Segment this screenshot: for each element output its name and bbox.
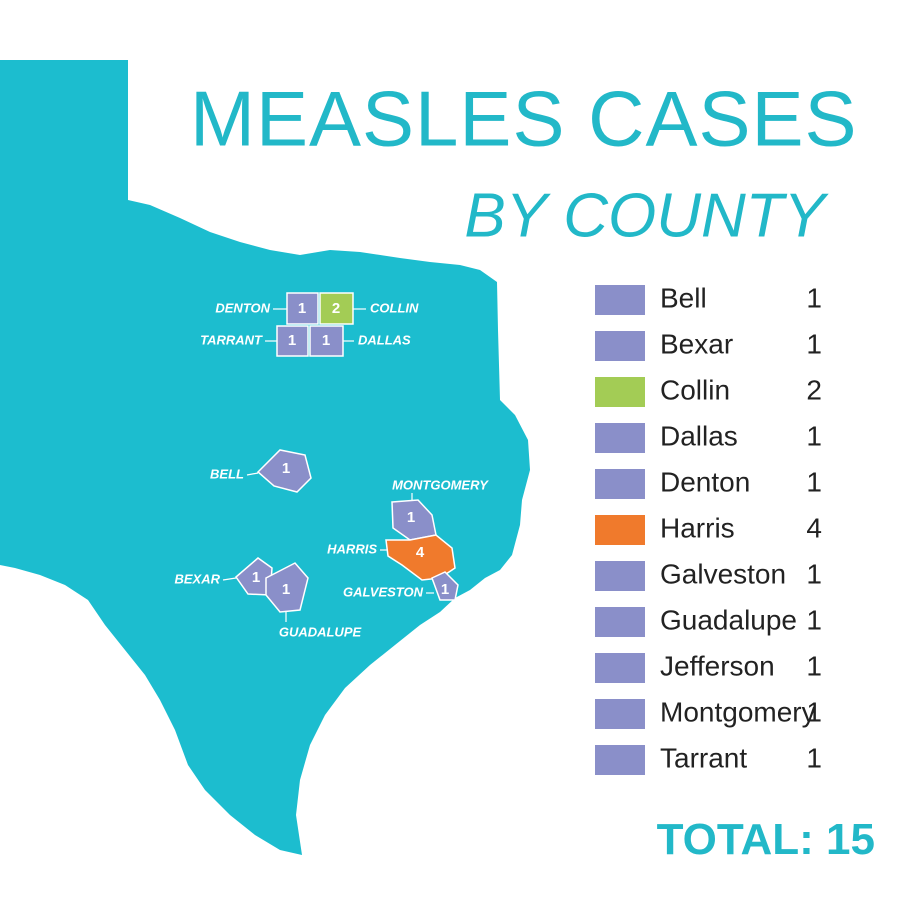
county-label: HARRIS — [327, 541, 377, 556]
legend-name: Bexar — [660, 328, 733, 359]
county-count: 1 — [282, 581, 290, 598]
county-label: BELL — [210, 466, 244, 481]
county-label: BEXAR — [174, 571, 220, 586]
legend-count: 1 — [806, 420, 822, 451]
county-label: TARRANT — [200, 332, 263, 347]
legend-swatch — [595, 561, 645, 591]
county-shape — [385, 534, 456, 581]
legend-name: Jefferson — [660, 650, 775, 681]
county-label: DALLAS — [358, 332, 411, 347]
county-count: 1 — [298, 300, 306, 317]
legend-count: 1 — [806, 282, 822, 313]
legend-count: 1 — [806, 466, 822, 497]
legend-name: Denton — [660, 466, 750, 497]
legend-swatch — [595, 423, 645, 453]
legend-swatch — [595, 285, 645, 315]
county-shape — [431, 571, 459, 601]
legend-swatch — [595, 469, 645, 499]
county-shape — [319, 292, 354, 325]
legend-swatch — [595, 745, 645, 775]
county-label: GALVESTON — [343, 584, 424, 599]
legend-count: 1 — [806, 604, 822, 635]
county-label: GUADALUPE — [279, 624, 362, 639]
subtitle: BY COUNTY — [464, 181, 829, 250]
legend-name: Bell — [660, 282, 707, 313]
title: MEASLES CASES — [190, 75, 858, 163]
total-value: 15 — [826, 815, 875, 864]
legend-count: 4 — [806, 512, 822, 543]
legend-name: Tarrant — [660, 742, 747, 773]
legend-count: 1 — [806, 742, 822, 773]
county-shape — [309, 325, 344, 357]
county-shape — [286, 292, 319, 325]
county-shape — [256, 449, 312, 493]
county-count: 4 — [416, 544, 425, 561]
legend-swatch — [595, 515, 645, 545]
total: TOTAL: 15 — [657, 815, 875, 864]
legend-count: 1 — [806, 696, 822, 727]
legend-swatch — [595, 607, 645, 637]
legend-name: Collin — [660, 374, 730, 405]
legend-count: 1 — [806, 650, 822, 681]
county-count: 1 — [282, 460, 290, 477]
county-label: DENTON — [215, 300, 270, 315]
texas-map — [0, 60, 530, 855]
legend-name: Guadalupe — [660, 604, 797, 635]
county-shape — [276, 325, 309, 357]
legend-name: Galveston — [660, 558, 786, 589]
county-count: 1 — [322, 332, 330, 349]
legend-count: 1 — [806, 558, 822, 589]
county-count: 1 — [288, 332, 296, 349]
legend-count: 1 — [806, 328, 822, 359]
county-count: 1 — [407, 509, 415, 526]
county-label: COLLIN — [370, 300, 419, 315]
legend-name: Harris — [660, 512, 735, 543]
county-count: 1 — [441, 581, 449, 598]
legend-name: Dallas — [660, 420, 738, 451]
county-count: 2 — [332, 300, 340, 317]
legend-swatch — [595, 377, 645, 407]
legend-name: Montgomery — [660, 696, 816, 727]
legend-swatch — [595, 331, 645, 361]
legend-swatch — [595, 653, 645, 683]
county-shape — [265, 562, 309, 613]
legend-count: 2 — [806, 374, 822, 405]
leader-line — [222, 577, 237, 581]
county-count: 1 — [252, 569, 260, 586]
total-label: TOTAL: — [657, 815, 814, 864]
county-label: MONTGOMERY — [392, 477, 489, 492]
leader-line — [246, 472, 259, 476]
legend-swatch — [595, 699, 645, 729]
